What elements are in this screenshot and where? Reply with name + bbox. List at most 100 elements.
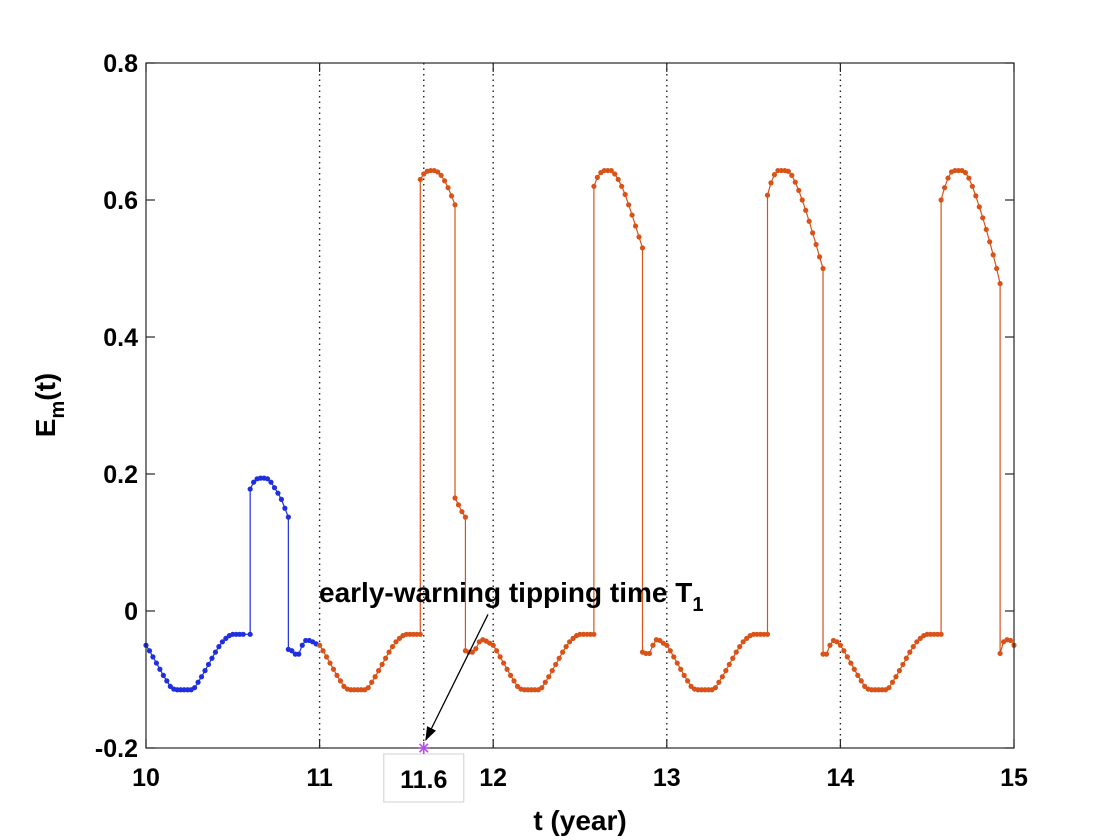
data-point-post-tipping-122: [723, 668, 729, 674]
data-point-post-tipping-180: [917, 635, 923, 642]
data-point-pre-tipping-6: [164, 678, 170, 684]
data-point-pre-tipping-20: [212, 649, 219, 655]
data-point-pre-tipping-28: [240, 631, 246, 637]
tipping-time-tick-label: 11.6: [400, 766, 447, 794]
data-point-post-tipping-76: [570, 635, 576, 642]
data-point-post-tipping-15: [369, 679, 375, 685]
y-tick-label-0: 0: [124, 598, 138, 626]
data-point-post-tipping-90: [615, 176, 621, 183]
data-point-post-tipping-162: [855, 672, 861, 678]
data-point-post-tipping-59: [511, 678, 517, 684]
data-point-post-tipping-48: [473, 646, 479, 652]
data-point-post-tipping-40: [452, 202, 458, 208]
data-point-post-tipping-56: [501, 660, 507, 666]
data-point-post-tipping-195: [966, 175, 972, 181]
data-point-post-tipping-200: [983, 226, 989, 233]
data-point-post-tipping-19: [382, 655, 389, 661]
data-point-post-tipping-160: [848, 660, 854, 666]
data-point-post-tipping-147: [806, 218, 812, 224]
y-axis-title: Em(t): [30, 373, 69, 437]
data-point-pre-tipping-30: [247, 486, 253, 492]
data-point-post-tipping-144: [796, 187, 802, 194]
data-point-post-tipping-189: [945, 175, 951, 181]
data-point-post-tipping-57: [504, 666, 510, 672]
y-tick-label--0.2: -0.2: [95, 735, 138, 763]
data-point-post-tipping-82: [591, 631, 597, 637]
data-point-post-tipping-157: [837, 642, 844, 648]
data-point-post-tipping-106: [667, 648, 673, 654]
data-point-post-tipping-196: [969, 183, 975, 189]
axis-tick-labels: 10 11 12 13 14 15 -0.2 0 0.2 0.4 0.6 0.8: [95, 50, 1028, 792]
data-point-post-tipping-143: [792, 179, 798, 185]
data-point-post-tipping-95: [632, 223, 639, 229]
data-point-post-tipping-197: [973, 193, 979, 199]
data-point-pre-tipping-29: [247, 631, 253, 637]
data-point-post-tipping-128: [744, 635, 750, 642]
data-point-post-tipping-137: [771, 172, 778, 178]
data-point-pre-tipping-36: [268, 479, 274, 485]
data-point-post-tipping-172: [889, 679, 896, 685]
x-tick-label-11: 11: [306, 764, 333, 792]
x-tick-label-13: 13: [653, 764, 681, 792]
data-point-post-tipping-203: [994, 265, 1000, 272]
data-point-pre-tipping-37: [271, 485, 278, 491]
data-point-post-tipping-173: [893, 674, 899, 680]
data-point-pre-tipping-38: [275, 490, 281, 496]
data-point-pre-tipping-39: [278, 496, 285, 502]
data-point-pre-tipping-41: [285, 514, 291, 520]
data-point-post-tipping-177: [907, 649, 913, 655]
data-point-post-tipping-186: [938, 631, 944, 637]
data-point-post-tipping-89: [612, 171, 618, 177]
data-point-post-tipping-163: [858, 678, 864, 684]
annotation-subscript: 1: [692, 594, 703, 616]
data-point-post-tipping-134: [764, 631, 771, 637]
data-point-pre-tipping-23: [223, 635, 229, 642]
data-point-post-tipping-141: [785, 168, 791, 174]
data-point-post-tipping-108: [674, 660, 680, 666]
data-point-post-tipping-151: [820, 265, 826, 272]
data-point-post-tipping-187: [938, 197, 944, 203]
annotation-main-text: early-warning tipping time T: [319, 577, 692, 608]
series-points: [143, 167, 1017, 693]
data-point-post-tipping-17: [376, 668, 382, 674]
data-point-post-tipping-148: [810, 230, 816, 236]
data-point-pre-tipping-3: [153, 660, 160, 666]
data-point-pre-tipping-16: [198, 674, 205, 680]
data-point-pre-tipping-2: [150, 654, 156, 660]
data-point-post-tipping-194: [962, 170, 968, 176]
data-point-post-tipping-161: [851, 666, 857, 672]
data-point-post-tipping-7: [341, 683, 347, 689]
data-point-post-tipping-44: [462, 514, 469, 520]
data-point-post-tipping-20: [386, 649, 392, 655]
data-point-post-tipping-18: [379, 661, 385, 668]
y-tick-label-0.6: 0.6: [103, 187, 138, 215]
annotation-arrow: [425, 614, 489, 741]
data-point-pre-tipping-21: [216, 644, 222, 650]
data-point-post-tipping-125: [733, 649, 739, 655]
data-point-post-tipping-198: [976, 204, 982, 210]
data-point-post-tipping-29: [417, 631, 423, 637]
data-point-post-tipping-121: [719, 674, 725, 680]
data-point-post-tipping-73: [560, 649, 566, 655]
data-point-post-tipping-2: [323, 654, 330, 660]
data-point-post-tipping-188: [941, 185, 948, 191]
data-point-pre-tipping-7: [167, 683, 173, 689]
data-point-post-tipping-0: [317, 642, 323, 648]
data-point-post-tipping-67: [539, 685, 545, 691]
y-tick-label-0.2: 0.2: [103, 461, 138, 489]
data-point-pre-tipping-46: [299, 642, 305, 648]
data-point-post-tipping-97: [639, 245, 646, 251]
data-point-post-tipping-93: [626, 202, 632, 208]
data-point-post-tipping-153: [823, 651, 830, 657]
data-point-post-tipping-68: [542, 679, 548, 685]
data-point-post-tipping-174: [896, 668, 903, 674]
data-point-post-tipping-94: [629, 212, 635, 218]
data-point-post-tipping-83: [591, 183, 597, 189]
data-point-post-tipping-41: [452, 495, 458, 501]
data-point-post-tipping-100: [646, 650, 653, 657]
data-point-post-tipping-111: [685, 678, 691, 684]
y-tick-label-0.4: 0.4: [103, 324, 138, 352]
data-point-pre-tipping-18: [205, 661, 212, 668]
tipping-time-label-box: [383, 753, 465, 803]
data-point-post-tipping-119: [712, 685, 719, 691]
